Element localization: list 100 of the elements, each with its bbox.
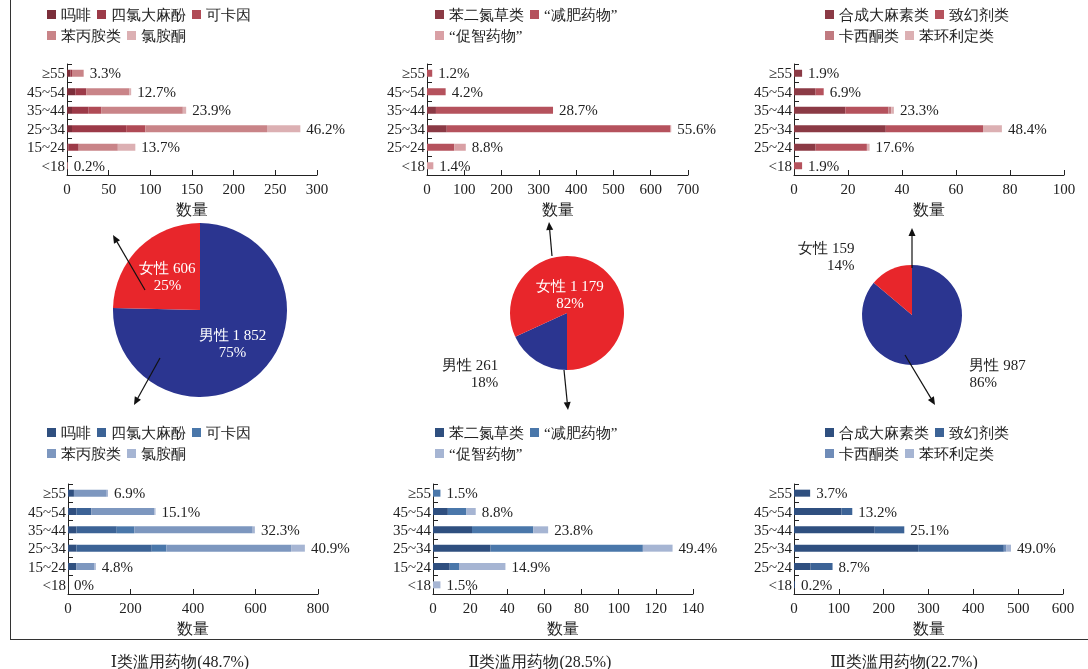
annotation: 32.3%: [260, 521, 300, 538]
bar: [67, 106, 72, 114]
x-tick-label: 400: [564, 180, 588, 197]
x-tick-label: 200: [872, 599, 895, 616]
bar: [76, 508, 92, 515]
x-tick-label: 150: [180, 180, 204, 197]
bar: [73, 489, 107, 497]
bar: [267, 125, 301, 133]
x-tick-label: 100: [139, 180, 162, 197]
bar: [182, 106, 187, 114]
annotation: 55.6%: [677, 120, 716, 137]
bar: [466, 508, 476, 515]
bar: [472, 526, 534, 534]
bar: [433, 489, 441, 497]
x-tick-label: 100: [1052, 180, 1076, 197]
x-tick-label: 20: [840, 180, 856, 197]
bar: [1003, 544, 1007, 552]
bar: [810, 563, 833, 570]
x-tick-label: 0: [790, 599, 798, 616]
bar: [101, 106, 183, 114]
annotation: 0.2%: [800, 576, 833, 593]
x-tick-label: 40: [499, 599, 515, 616]
legend-label: 合成大麻素类: [839, 424, 929, 441]
annotation: 14.9%: [511, 558, 551, 575]
y-tick-label: 35~44: [27, 521, 67, 538]
bar: [427, 88, 446, 96]
x-axis-title: 数量: [177, 619, 209, 637]
annotation: 23.9%: [192, 102, 231, 119]
bar: [449, 563, 459, 570]
y-tick-label: 45~54: [392, 503, 432, 520]
bar: [433, 581, 441, 589]
bar: [885, 125, 983, 133]
bar: [1006, 544, 1011, 552]
x-axis-title: 数量: [176, 200, 208, 218]
legend-label: 苯环利定类: [919, 445, 994, 462]
x-tick-label: 300: [305, 180, 329, 197]
legend-label: 吗啡: [61, 424, 91, 441]
bar: [151, 544, 167, 552]
bar: [794, 544, 919, 552]
slice-label: 女性 159 14%: [798, 239, 855, 273]
legend-label: 卡西酮类: [839, 445, 899, 462]
annotation: 0.2%: [73, 157, 106, 174]
y-tick-label: 35~44: [392, 521, 432, 538]
y-tick-label: <18: [401, 157, 425, 174]
legend-label: “促智药物”: [449, 445, 523, 462]
annotation: 4.8%: [101, 558, 134, 575]
legend-label: 苯二氮草类: [449, 6, 524, 23]
bar: [918, 544, 1004, 552]
annotation: 13.2%: [858, 503, 898, 520]
bar: [983, 125, 1002, 133]
bar: [166, 544, 292, 552]
x-axis-title: 数量: [912, 619, 945, 637]
bar: [75, 88, 87, 96]
bar: [68, 563, 77, 570]
bar: [67, 125, 72, 133]
x-tick-label: 200: [490, 180, 513, 197]
bar: [845, 106, 889, 114]
y-tick-label: 35~44: [753, 102, 793, 119]
annotation: 23.8%: [554, 521, 593, 538]
x-tick-label: 100: [453, 180, 476, 197]
legend-label: 可卡因: [206, 6, 251, 23]
bar: [794, 563, 811, 570]
x-tick-label: 400: [962, 599, 985, 616]
annotation: 8.7%: [838, 558, 870, 575]
y-tick-label: <18: [768, 576, 792, 593]
annotation: 6.9%: [829, 83, 861, 100]
y-tick-label: 15~24: [27, 558, 67, 575]
legend-label: 苯二氮草类: [449, 424, 524, 441]
annotation: 40.9%: [310, 540, 350, 557]
y-tick-label: ≥55: [407, 485, 431, 502]
x-tick-label: 80: [1002, 180, 1018, 197]
y-tick-label: 25~24: [386, 139, 426, 156]
bar: [117, 143, 136, 151]
bar: [433, 563, 450, 570]
slice-label: 男性 261 18%: [441, 357, 499, 391]
annotation: 1.9%: [808, 157, 840, 174]
bar: [427, 106, 436, 114]
bar: [72, 125, 127, 133]
annotation: 3.7%: [816, 485, 848, 502]
y-tick-label: <18: [407, 576, 431, 593]
bar: [78, 143, 118, 151]
bar: [68, 526, 77, 534]
slice-label: 男性 1 852 75%: [198, 326, 267, 360]
x-tick-label: 20: [462, 599, 478, 616]
x-tick-label: 140: [681, 599, 705, 616]
x-tick-label: 80: [574, 599, 590, 616]
bar: [76, 544, 152, 552]
x-tick-label: 0: [423, 180, 431, 197]
bar: [866, 143, 870, 151]
bar: [490, 544, 643, 552]
bar: [68, 544, 77, 552]
annotation: 1.2%: [438, 65, 470, 82]
bar: [72, 106, 89, 114]
annotation: 1.5%: [446, 576, 478, 593]
annotation: 1.5%: [446, 485, 478, 502]
x-tick-label: 0: [790, 180, 798, 197]
y-tick-label: ≥55: [41, 65, 65, 82]
legend-label: 卡西酮类: [839, 27, 899, 44]
x-tick-label: 0: [63, 180, 71, 197]
x-tick-label: 200: [222, 180, 245, 197]
